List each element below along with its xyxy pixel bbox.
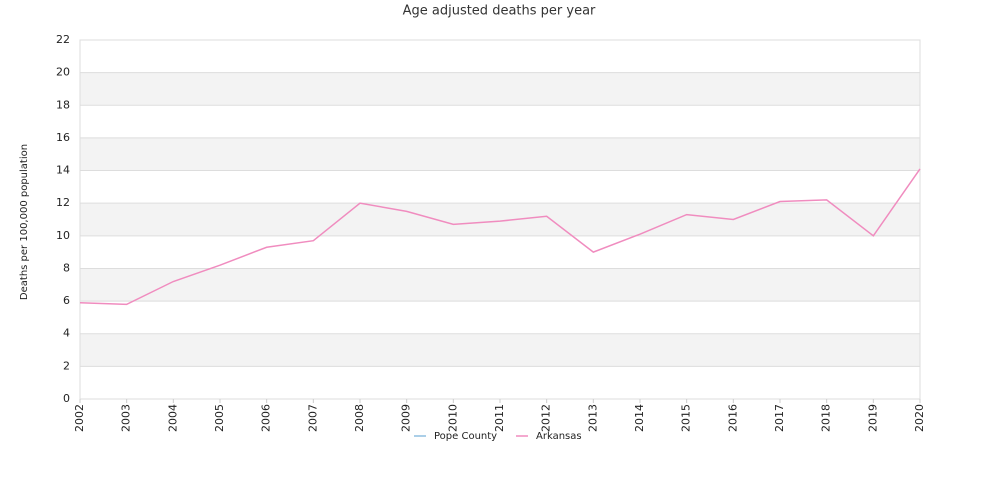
x-tick-label: 2003 (120, 404, 133, 432)
x-tick-label: 2020 (913, 404, 926, 432)
x-tick-label: 2017 (773, 404, 786, 432)
y-tick-label: 16 (56, 131, 70, 144)
x-tick-label: 2007 (306, 404, 319, 432)
x-tick-label: 2010 (446, 404, 459, 432)
x-tick-label: 2005 (213, 404, 226, 432)
x-tick-label: 2009 (400, 404, 413, 432)
x-tick-label: 2013 (586, 404, 599, 432)
y-tick-label: 8 (63, 261, 70, 274)
y-axis-label: Deaths per 100,000 population (19, 144, 30, 300)
x-tick-label: 2006 (260, 404, 273, 432)
x-tick-label: 2004 (166, 404, 179, 432)
x-tick-label: 2002 (73, 404, 86, 432)
x-tick-label: 2012 (540, 404, 553, 432)
x-tick-label: 2008 (353, 404, 366, 432)
y-tick-label: 18 (56, 98, 70, 111)
y-tick-label: 4 (63, 327, 70, 340)
chart-title: Age adjusted deaths per year (403, 4, 596, 19)
x-tick-label: 2016 (726, 404, 739, 432)
y-tick-label: 14 (56, 164, 70, 177)
y-tick-label: 0 (63, 392, 70, 405)
x-tick-label: 2015 (680, 404, 693, 432)
y-tick-label: 2 (63, 359, 70, 372)
grid-band (80, 203, 920, 236)
grid-band (80, 137, 920, 171)
series-line (79, 168, 921, 306)
y-tick-label: 6 (63, 294, 70, 307)
x-tick-label: 2018 (820, 404, 833, 432)
y-tick-label: 20 (56, 66, 70, 79)
x-tick-label: 2014 (633, 404, 646, 432)
legend-label: Pope County (434, 431, 497, 442)
y-tick-label: 22 (56, 33, 70, 46)
x-tick-label: 2019 (866, 404, 879, 432)
y-tick-label: 12 (56, 196, 70, 209)
x-tick-label: 2011 (493, 404, 506, 432)
grid-band (80, 268, 920, 302)
grid-band (80, 333, 920, 367)
legend-label: Arkansas (536, 431, 582, 442)
y-tick-label: 10 (56, 229, 70, 242)
grid-band (80, 72, 920, 106)
